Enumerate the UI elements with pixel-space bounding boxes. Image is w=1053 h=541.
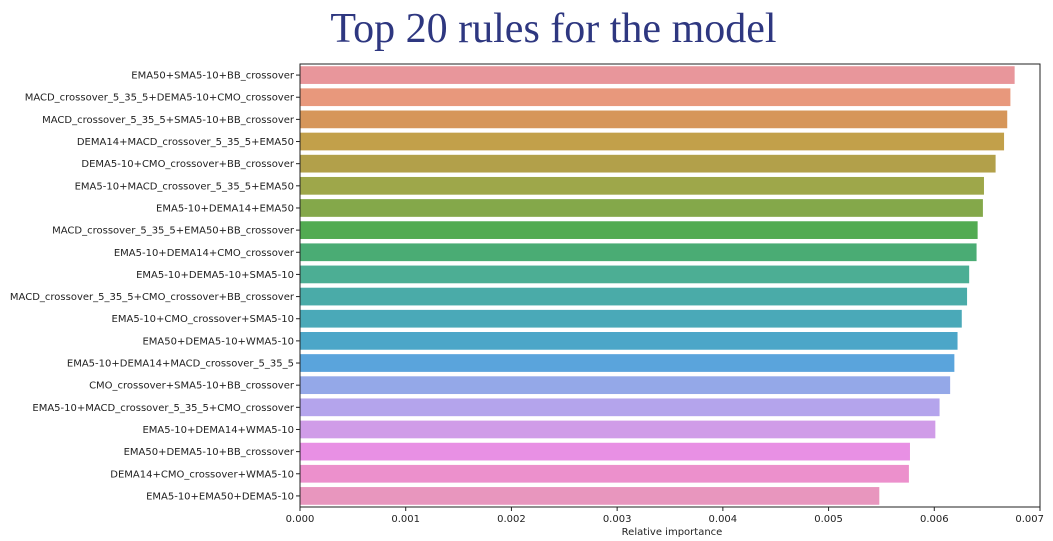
bar: [300, 420, 936, 439]
bar: [300, 464, 909, 483]
chart-title: Top 20 rules for the model: [330, 6, 777, 52]
category-label: EMA50+SMA5-10+BB_crossover: [131, 71, 295, 82]
category-label: MACD_crossover_5_35_5+SMA5-10+BB_crossov…: [42, 115, 295, 126]
bar: [300, 265, 970, 284]
category-label: DEMA5-10+CMO_crossover+BB_crossover: [81, 159, 294, 170]
plot-frame: [299, 63, 1041, 508]
bar: [300, 487, 880, 505]
x-tick-label: 0.006: [920, 514, 949, 525]
x-tick-label: 0.003: [603, 514, 632, 525]
category-label: EMA5-10+DEMA14+MACD_crossover_5_35_5: [67, 359, 294, 370]
category-label: DEMA14+MACD_crossover_5_35_5+EMA50: [77, 137, 294, 148]
x-tick-label: 0.000: [286, 514, 315, 525]
bar: [300, 199, 983, 217]
category-label: EMA5-10+DEMA14+EMA50: [156, 203, 294, 214]
category-label: EMA5-10+DEMA5-10+SMA5-10: [136, 270, 294, 281]
bar: [300, 287, 968, 306]
category-label: CMO_crossover+SMA5-10+BB_crossover: [89, 381, 295, 392]
bar: [300, 398, 940, 417]
x-tick-label: 0.001: [391, 514, 420, 525]
category-label: EMA5-10+DEMA14+WMA5-10: [142, 425, 294, 436]
category-label: EMA5-10+MACD_crossover_5_35_5+CMO_crosso…: [32, 403, 294, 414]
x-axis-title: Relative importance: [622, 527, 723, 538]
category-label: EMA5-10+CMO_crossover+SMA5-10: [112, 314, 294, 325]
category-label: DEMA14+CMO_crossover+WMA5-10: [110, 469, 294, 480]
bar: [300, 132, 1005, 151]
category-label: MACD_crossover_5_35_5+CMO_crossover+BB_c…: [10, 292, 295, 303]
plot-area: EMA50+SMA5-10+BB_crossover MACD_crossover…: [10, 63, 1044, 525]
bar: [300, 66, 1015, 84]
category-label: MACD_crossover_5_35_5+DEMA5-10+CMO_cross…: [25, 93, 295, 104]
x-tick-label: 0.002: [497, 514, 526, 525]
bar: [300, 88, 1011, 107]
x-tick-label: 0.007: [1015, 514, 1044, 525]
x-tick-label: 0.004: [709, 514, 738, 525]
category-label: EMA50+DEMA5-10+BB_crossover: [124, 447, 295, 458]
category-label: EMA50+DEMA5-10+WMA5-10: [142, 336, 294, 347]
category-label: EMA5-10+EMA50+DEMA5-10: [146, 491, 294, 502]
category-label: MACD_crossover_5_35_5+EMA50+BB_crossover: [52, 226, 295, 237]
bar: [300, 154, 996, 173]
bar: [300, 376, 951, 395]
bar: [300, 354, 955, 372]
x-tick-label: 0.005: [814, 514, 843, 525]
bar: [300, 176, 984, 195]
category-label: EMA5-10+MACD_crossover_5_35_5+EMA50: [75, 181, 294, 192]
category-label: EMA5-10+DEMA14+CMO_crossover: [114, 248, 295, 259]
bar: [300, 221, 978, 239]
bar: [300, 243, 977, 262]
bar: [300, 442, 910, 461]
bar: [300, 332, 958, 350]
bar: [300, 110, 1008, 129]
bar: [300, 309, 962, 328]
